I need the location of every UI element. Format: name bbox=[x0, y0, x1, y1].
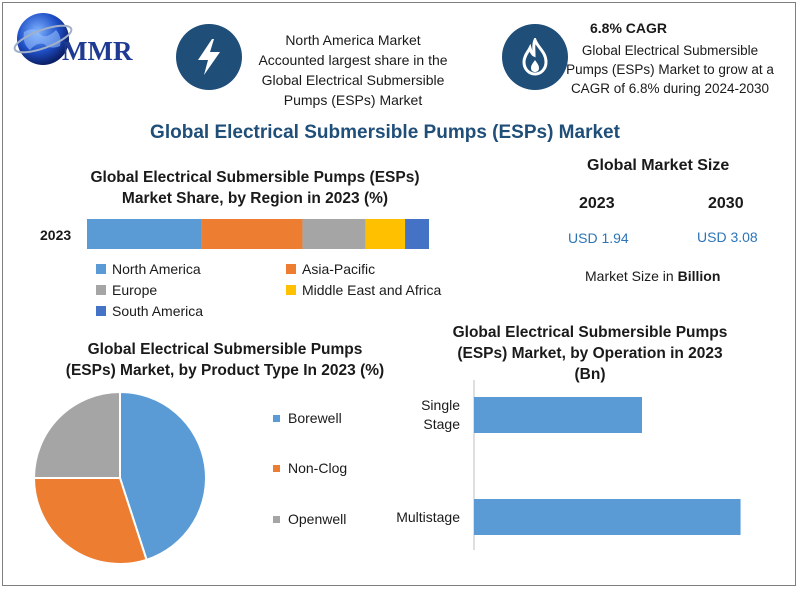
lightning-icon bbox=[176, 24, 242, 90]
legend-swatch bbox=[286, 264, 296, 274]
legend-swatch bbox=[96, 285, 106, 295]
legend-item-asia-pacific: Asia-Pacific bbox=[286, 261, 375, 277]
bar-segment-asia-pacific bbox=[201, 219, 303, 249]
legend-label: Middle East and Africa bbox=[302, 282, 442, 298]
bar-segment-south-america bbox=[405, 219, 429, 249]
product-chart-title: Global Electrical Submersible Pumps (ESP… bbox=[65, 341, 385, 379]
legend-swatch bbox=[273, 464, 280, 472]
legend-label: Asia-Pacific bbox=[302, 261, 376, 277]
category-label-line: Single bbox=[421, 397, 460, 413]
mmr-logo bbox=[10, 6, 160, 72]
legend-swatch bbox=[273, 515, 280, 523]
category-label-line: Stage bbox=[423, 416, 460, 432]
legend-label: Openwell bbox=[288, 511, 347, 527]
main-title: Global Electrical Submersible Pumps (ESP… bbox=[150, 122, 620, 143]
legend-item-middle-east-africa: Middle East and Africa bbox=[286, 282, 441, 298]
operation-chart-title: Global Electrical Submersible Pumps (ESP… bbox=[452, 324, 728, 383]
cagr-title: 6.8% CAGR bbox=[590, 20, 668, 36]
market-year-2023: 2023 bbox=[579, 195, 615, 212]
legend-swatch bbox=[96, 306, 106, 316]
market-value-2023: USD 1.94 bbox=[568, 230, 629, 246]
market-size-note-prefix: Market Size in bbox=[585, 268, 678, 284]
legend-item-openwell: Openwell bbox=[273, 511, 393, 527]
pie-slice-non-clog bbox=[32, 477, 148, 565]
bar-segment-europe bbox=[302, 219, 366, 249]
legend-label: South America bbox=[112, 303, 204, 319]
region-chart-title: Global Electrical Submersible Pumps (ESP… bbox=[90, 169, 420, 207]
market-value-2030: USD 3.08 bbox=[697, 229, 758, 245]
bar-single-stage bbox=[474, 397, 642, 433]
market-year-2030: 2030 bbox=[708, 195, 744, 212]
cagr-text: Global Electrical Submersible Pumps (ESP… bbox=[566, 43, 774, 96]
legend-label: Europe bbox=[112, 282, 158, 298]
north-america-share-text: North America Market Accounted largest s… bbox=[258, 32, 448, 108]
legend-item-north-america: North America bbox=[96, 261, 201, 277]
legend-label: Non-Clog bbox=[288, 460, 348, 476]
category-label-single-stage: Single Stage bbox=[421, 397, 460, 432]
legend-swatch bbox=[273, 414, 280, 422]
flame-icon bbox=[502, 24, 568, 90]
bar-segment-north-america bbox=[87, 219, 202, 249]
legend-label: North America bbox=[112, 261, 201, 277]
category-label-multistage: Multistage bbox=[396, 509, 460, 525]
market-size-title: Global Market Size bbox=[587, 157, 730, 174]
legend-swatch bbox=[96, 264, 106, 274]
pie-slice-borewell bbox=[119, 390, 207, 562]
product-pie-chart bbox=[32, 390, 207, 565]
legend-item-non-clog: Non-Clog bbox=[273, 460, 393, 476]
region-stacked-bar bbox=[87, 219, 429, 249]
legend-item-borewell: Borewell bbox=[273, 410, 393, 426]
legend-label: Borewell bbox=[288, 410, 342, 426]
bar-segment-middle-east-and-africa bbox=[365, 219, 406, 249]
bar-multistage bbox=[474, 499, 741, 535]
operation-bar-chart: Single Stage Multistage bbox=[396, 380, 741, 550]
market-size-note-unit: Billion bbox=[677, 268, 721, 284]
pie-slice-openwell bbox=[32, 390, 121, 479]
region-bar-category-label: 2023 bbox=[40, 227, 72, 243]
logo-text: MMR bbox=[62, 36, 133, 66]
legend-item-europe: Europe bbox=[96, 282, 157, 298]
legend-item-south-america: South America bbox=[96, 303, 203, 319]
market-size-note: Market Size in Billion bbox=[585, 268, 720, 284]
legend-swatch bbox=[286, 285, 296, 295]
